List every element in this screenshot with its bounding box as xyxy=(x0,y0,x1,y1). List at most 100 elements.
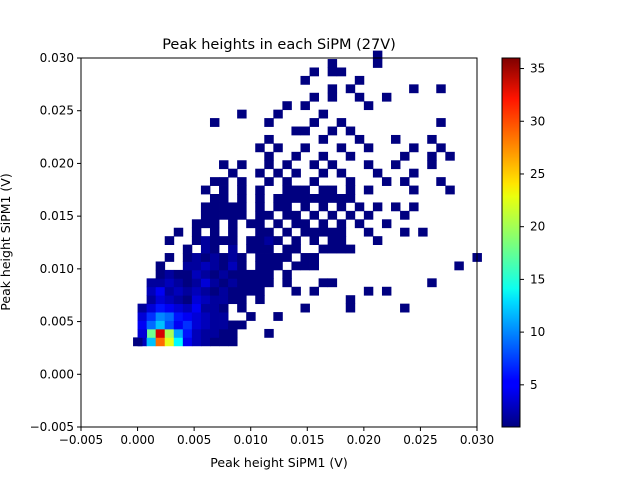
heatmap-cell xyxy=(209,295,220,305)
heatmap-cell xyxy=(255,168,265,178)
heatmap-cell xyxy=(219,320,229,330)
heatmap-cell xyxy=(155,328,166,338)
heatmap-cell xyxy=(219,185,229,195)
heatmap-cell xyxy=(309,67,319,77)
heatmap-cell xyxy=(219,269,229,279)
heatmap-cell xyxy=(146,320,157,330)
heatmap-cell xyxy=(309,194,319,203)
heatmap-cell xyxy=(264,269,274,279)
heatmap-cell xyxy=(191,286,202,296)
heatmap-cell xyxy=(173,328,184,338)
heatmap-cell xyxy=(345,194,356,203)
heatmap-cell xyxy=(255,253,265,262)
heatmap-cell xyxy=(237,286,247,296)
heatmap-cell xyxy=(300,101,310,111)
heatmap-cell xyxy=(209,177,220,186)
heatmap-cell xyxy=(219,194,229,203)
heatmap-cell xyxy=(209,210,220,220)
heatmap-cell xyxy=(409,202,419,212)
heatmap-cell xyxy=(200,295,211,305)
heatmap-cell xyxy=(191,312,202,321)
heatmap-cell xyxy=(191,227,202,237)
heatmap-cell xyxy=(264,278,274,288)
heatmap-cell xyxy=(191,337,202,347)
heatmap-cell xyxy=(191,303,202,313)
heatmap-cell xyxy=(219,210,229,220)
heatmap-cell xyxy=(155,312,166,321)
heatmap-cell xyxy=(409,168,419,178)
heatmap-cell xyxy=(372,50,383,60)
heatmap-cell xyxy=(363,286,374,296)
heatmap-cell xyxy=(291,236,301,245)
heatmap-cell xyxy=(209,328,220,338)
heatmap-cell xyxy=(327,126,338,136)
heatmap-cell xyxy=(209,118,220,127)
x-axis-ticks: −0.005 0.000 0.005 0.010 0.015 0.020 0.025 0.03… xyxy=(59,427,494,447)
heatmap-cell xyxy=(264,118,274,127)
heatmap-cell xyxy=(264,151,274,161)
heatmap-cell xyxy=(237,185,247,195)
heatmap-cell xyxy=(327,160,338,170)
heatmap-cell xyxy=(436,84,446,94)
heatmap-cell xyxy=(237,269,247,279)
heatmap-cell xyxy=(200,337,211,347)
heatmap-cell xyxy=(219,286,229,296)
x-tick-label: 0.005 xyxy=(177,433,211,447)
heatmap-cell xyxy=(291,261,301,271)
heatmap-cell xyxy=(255,261,265,271)
heatmap-cell xyxy=(246,236,256,245)
heatmap-cell xyxy=(173,295,184,305)
heatmap-cell xyxy=(300,194,310,203)
heatmap-cell xyxy=(200,219,211,229)
heatmap-cell xyxy=(273,253,283,262)
heatmap-cell xyxy=(309,227,319,237)
heatmap-cell xyxy=(137,312,148,321)
heatmap-cell xyxy=(182,253,193,262)
heatmap-cell xyxy=(372,236,383,245)
y-tick-label: 0.030 xyxy=(40,51,74,65)
x-axis-label: Peak height SiPM1 (V) xyxy=(210,455,347,470)
heatmap-cell xyxy=(246,312,256,321)
heatmap-cell xyxy=(164,320,175,330)
heatmap-cell xyxy=(291,185,301,195)
heatmap-cell xyxy=(318,185,329,195)
heatmap-cell xyxy=(191,269,202,279)
plot-frame xyxy=(80,57,478,428)
heatmap-cell xyxy=(255,202,265,212)
heatmap-cells xyxy=(133,50,482,347)
heatmap-cell xyxy=(137,320,148,330)
heatmap-cell xyxy=(146,337,157,347)
heatmap-cell xyxy=(219,253,229,262)
heatmap-cell xyxy=(182,261,193,271)
heatmap-cell xyxy=(300,227,310,237)
heatmap-cell xyxy=(363,160,374,170)
heatmap-cell xyxy=(228,168,238,178)
heatmap-cell xyxy=(282,202,292,212)
y-axis-label: Peak height SiPM1 (V) xyxy=(0,173,13,310)
heatmap-cell xyxy=(200,185,211,195)
heatmap-cell xyxy=(400,210,410,220)
heatmap-cell xyxy=(146,295,157,305)
heatmap-cell xyxy=(327,227,338,237)
heatmap-cell xyxy=(173,312,184,321)
heatmap-cell xyxy=(155,278,166,288)
heatmap-cell xyxy=(228,219,238,229)
heatmap-cell xyxy=(282,185,292,195)
heatmap-cell xyxy=(200,244,211,254)
heatmap-cell xyxy=(264,328,274,338)
heatmap-cell xyxy=(237,194,247,203)
heatmap-cell xyxy=(300,219,310,229)
heatmap-cell xyxy=(354,92,365,102)
heatmap-cell xyxy=(228,278,238,288)
heatmap-cell xyxy=(391,202,401,212)
heatmap-cell xyxy=(200,269,211,279)
heatmap-cell xyxy=(264,236,274,245)
heatmap-cell xyxy=(336,168,347,178)
heatmap-cell xyxy=(255,286,265,296)
heatmap-cell xyxy=(454,261,464,271)
heatmap-cell xyxy=(237,177,247,186)
heatmap-cell xyxy=(164,312,175,321)
heatmap-cell xyxy=(228,320,238,330)
heatmap-cell xyxy=(336,143,347,153)
heatmap-cell xyxy=(327,185,338,195)
